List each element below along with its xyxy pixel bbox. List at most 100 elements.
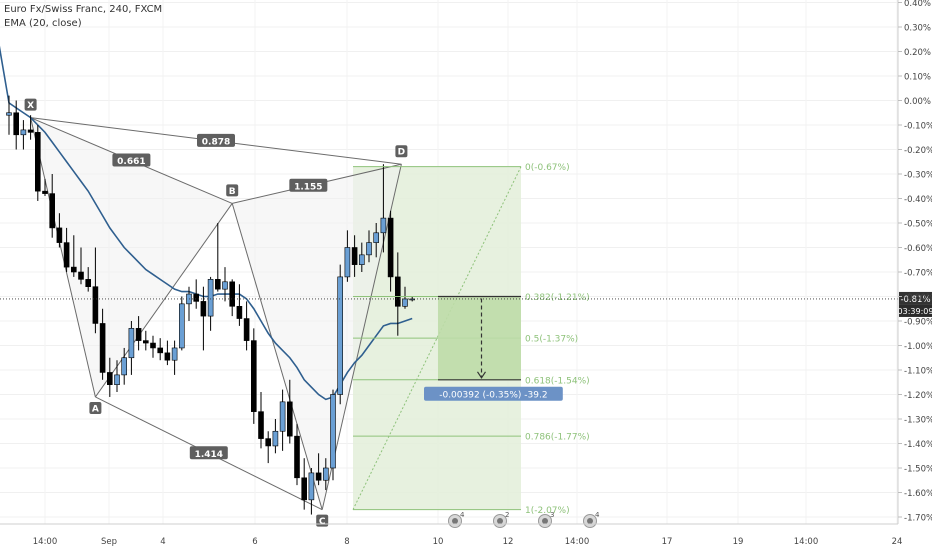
measure-label-box [424, 386, 563, 401]
fib-level-label: 0.5(-1.37%) [525, 335, 578, 345]
event-marker-icon[interactable]: 2 [493, 511, 510, 528]
candle [215, 223, 221, 292]
candle-body [121, 357, 127, 376]
candle-body [236, 305, 243, 319]
candle [308, 468, 315, 515]
candle-body [351, 247, 358, 265]
candle-body [171, 347, 178, 361]
price-tick-label: -0.20% [904, 146, 932, 156]
event-marker-count: 4 [460, 511, 465, 519]
candle [337, 264, 344, 405]
candle [56, 213, 63, 248]
time-tick-label: 6 [252, 537, 257, 547]
candle-body [200, 301, 207, 317]
pattern-point-box [395, 145, 408, 158]
time-axis[interactable]: 14:00 Sep 4 6 8 10 12 14:00 17 19 14:00 24 [0, 523, 902, 547]
harmonic-pattern[interactable]: 0.661 0.878 1.155 1.414 X A B C D [24, 98, 408, 528]
price-tick-label: -0.10% [904, 122, 932, 132]
candle-body [42, 190, 48, 194]
pattern-leg-xa [30, 117, 96, 398]
price-tick-label: -0.80% [904, 293, 932, 303]
candle [236, 284, 243, 326]
candle-body [215, 279, 221, 290]
candle-body [143, 340, 149, 344]
candle-body [243, 318, 250, 341]
candle-body [315, 472, 322, 481]
price-tick-label: -0.40% [904, 195, 932, 205]
fib-levels[interactable]: 0(-0.67%) 0.382(-1.21%) 0.5(-1.37%) 0.618(-… [352, 163, 590, 516]
candle [330, 389, 336, 481]
candle-body [265, 438, 272, 447]
candle [99, 308, 106, 380]
event-marker-icon[interactable]: 4 [448, 511, 466, 528]
candle-body [193, 293, 199, 302]
candle-body [380, 217, 387, 234]
candle [294, 423, 300, 486]
candle-body [135, 328, 142, 341]
candle-body [71, 266, 77, 273]
candle-body [279, 401, 286, 432]
time-tick-label: 14:00 [33, 537, 58, 547]
event-marker-dot [542, 518, 548, 524]
candle-body [366, 242, 372, 256]
price-tick-label: -1.00% [904, 342, 932, 352]
candle-body [150, 342, 156, 349]
event-marker-icon[interactable]: 4 [583, 511, 601, 528]
candle [157, 338, 163, 361]
measure-tool[interactable]: -0.00392 (-0.35%) -39.2 [424, 295, 563, 401]
price-tick-label: -1.10% [904, 367, 932, 377]
fib-level-label: 0.382(-1.21%) [525, 293, 590, 303]
countdown-label: 03:39:09 [898, 307, 932, 316]
candle [128, 321, 135, 375]
price-tick-label: -0.60% [904, 244, 932, 254]
price-tick-label: -1.30% [904, 416, 932, 426]
candle [315, 453, 322, 486]
fib-level-label: 1(-2.07%) [525, 506, 570, 516]
candle-body [373, 232, 380, 243]
fib-level-label: 0.618(-1.54%) [525, 376, 590, 386]
candle-body [207, 279, 214, 317]
candle-body [157, 347, 163, 354]
pattern-ratio-label: 1.414 [195, 450, 223, 460]
candle-body [387, 217, 394, 278]
candle [85, 267, 91, 292]
pattern-ratio-box [289, 178, 328, 192]
candle [279, 389, 286, 451]
current-price-tag [899, 291, 932, 305]
pattern-point-label: D [398, 148, 405, 158]
fib-level-label: 0.786(-1.77%) [525, 433, 590, 443]
candle [42, 178, 48, 197]
candle [258, 392, 264, 449]
price-tick-label: 0.20% [904, 48, 931, 58]
measure-label: -0.00392 (-0.35%) -39.2 [439, 390, 547, 400]
candle-body [409, 298, 416, 301]
candle-body [13, 112, 19, 136]
candle [171, 340, 178, 375]
price-tick-label: -0.30% [904, 171, 932, 181]
candle [13, 100, 19, 150]
symbol-title[interactable]: Euro Fx/Swiss Franc, 240, FXCM [4, 4, 163, 15]
candle-body [251, 340, 257, 412]
price-tick-label: -1.60% [904, 489, 932, 499]
candle [34, 125, 41, 201]
candle [164, 340, 171, 366]
candle-body [107, 372, 113, 386]
candle-body [322, 467, 329, 481]
event-marker-count: 4 [595, 511, 600, 519]
ema-polyline [0, 45, 413, 401]
time-tick-label: 17 [662, 537, 673, 547]
candle-body [222, 281, 228, 290]
candle-body [394, 276, 401, 307]
candle [121, 347, 127, 385]
price-scale[interactable]: 0.40% 0.30% 0.20% 0.10% 0.00% -0.10% -0.20% -0.… [897, 0, 932, 524]
candle-body [272, 430, 279, 447]
candle-body [85, 279, 91, 288]
indicator-title[interactable]: EMA (20, close) [4, 18, 82, 29]
candle-body [20, 129, 27, 136]
pattern-ratio-box [189, 446, 228, 460]
candle-body [308, 472, 315, 501]
pattern-ratio-label: 0.878 [202, 137, 230, 147]
time-tick-label: 8 [344, 537, 349, 547]
price-tick-label: -1.20% [904, 391, 932, 401]
